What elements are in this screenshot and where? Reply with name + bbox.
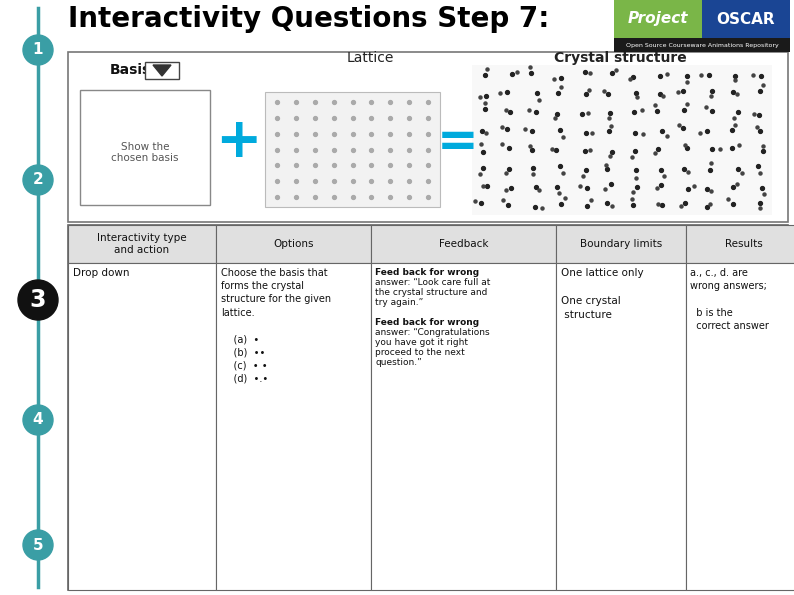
Text: 1: 1 bbox=[33, 42, 43, 58]
Text: Options: Options bbox=[273, 239, 314, 249]
Text: Feed back for wrong: Feed back for wrong bbox=[375, 318, 479, 327]
Text: OSCAR: OSCAR bbox=[717, 11, 775, 27]
Bar bbox=[216, 263, 371, 590]
Bar bbox=[68, 225, 788, 590]
Bar bbox=[265, 92, 440, 207]
Bar bbox=[145, 62, 179, 79]
Bar bbox=[556, 263, 686, 590]
Text: =: = bbox=[437, 118, 479, 166]
Text: a., c., d. are
wrong answers;

  b is the
  correct answer: a., c., d. are wrong answers; b is the c… bbox=[690, 268, 769, 331]
Text: the crystal structure and: the crystal structure and bbox=[375, 288, 488, 297]
Text: Crystal structure: Crystal structure bbox=[553, 51, 686, 65]
Text: +: + bbox=[214, 115, 261, 169]
Bar bbox=[702, 0, 790, 38]
Circle shape bbox=[23, 165, 53, 195]
Text: Open Source Courseware Animations Repository: Open Source Courseware Animations Reposi… bbox=[626, 42, 778, 48]
Bar bbox=[371, 225, 556, 263]
Bar bbox=[556, 225, 686, 263]
Text: you have got it right: you have got it right bbox=[375, 338, 468, 347]
Text: Project: Project bbox=[628, 11, 688, 27]
Text: Interactivity Questions Step 7:: Interactivity Questions Step 7: bbox=[68, 5, 549, 33]
Text: Feedback: Feedback bbox=[439, 239, 488, 249]
Bar bbox=[614, 0, 702, 38]
Text: Show the
chosen basis: Show the chosen basis bbox=[111, 142, 179, 163]
Bar bbox=[68, 263, 216, 590]
Text: proceed to the next: proceed to the next bbox=[375, 348, 464, 357]
Circle shape bbox=[18, 280, 58, 320]
Text: try again.”: try again.” bbox=[375, 298, 423, 307]
Text: 4: 4 bbox=[33, 412, 44, 427]
Text: answer: “Congratulations: answer: “Congratulations bbox=[375, 328, 490, 337]
Polygon shape bbox=[153, 65, 171, 76]
Text: 2: 2 bbox=[33, 173, 44, 187]
Text: Interactivity type
and action: Interactivity type and action bbox=[97, 233, 187, 255]
Text: 3: 3 bbox=[29, 288, 46, 312]
Circle shape bbox=[23, 530, 53, 560]
Bar bbox=[80, 90, 210, 205]
Bar bbox=[686, 225, 794, 263]
Bar bbox=[686, 263, 794, 590]
Bar bbox=[68, 52, 788, 222]
Text: Boundary limits: Boundary limits bbox=[580, 239, 662, 249]
Bar bbox=[371, 263, 556, 590]
Circle shape bbox=[23, 35, 53, 65]
Text: Choose the basis that
forms the crystal
structure for the given
lattice.

    (a: Choose the basis that forms the crystal … bbox=[221, 268, 331, 384]
Bar bbox=[472, 65, 772, 215]
Text: 5: 5 bbox=[33, 537, 44, 553]
Text: Results: Results bbox=[725, 239, 762, 249]
Text: answer: “Look care full at: answer: “Look care full at bbox=[375, 278, 491, 287]
Bar bbox=[216, 225, 371, 263]
Text: Drop down: Drop down bbox=[73, 268, 129, 278]
Text: Lattice: Lattice bbox=[346, 51, 394, 65]
Text: One lattice only

One crystal
 structure: One lattice only One crystal structure bbox=[561, 268, 644, 320]
Text: Basis: Basis bbox=[110, 63, 151, 77]
Bar bbox=[614, 38, 790, 52]
Text: question.”: question.” bbox=[375, 358, 422, 367]
Circle shape bbox=[23, 405, 53, 435]
Bar bbox=[68, 225, 216, 263]
Text: Feed back for wrong: Feed back for wrong bbox=[375, 268, 479, 277]
